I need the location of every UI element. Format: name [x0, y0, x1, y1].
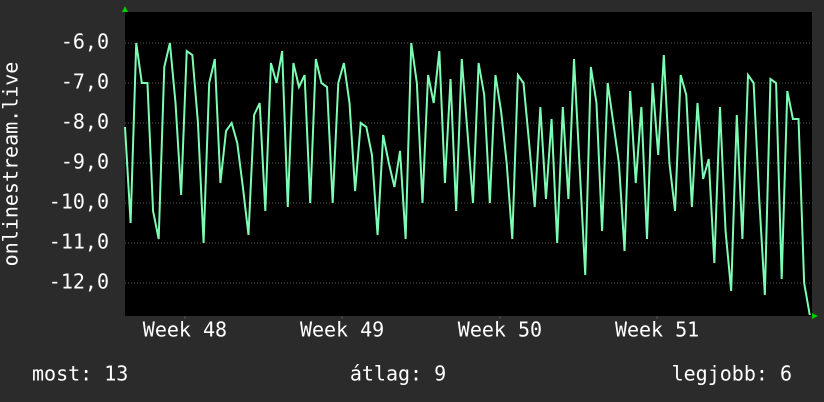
- y-tick-label: -11,0: [49, 230, 109, 254]
- y-tick-label: -7,0: [61, 70, 109, 94]
- x-tick-label: Week 48: [143, 318, 227, 342]
- data-line: [124, 42, 811, 316]
- y-tick-label: -6,0: [61, 30, 109, 54]
- footer-best: legjobb: 6: [672, 362, 792, 386]
- footer-current: most: 13: [32, 362, 128, 386]
- x-tick-label: Week 50: [458, 318, 542, 342]
- x-tick-label: Week 49: [300, 318, 384, 342]
- y-axis-label: onlinestream.live: [0, 62, 23, 267]
- x-tick-label: Week 51: [615, 318, 699, 342]
- footer-average: átlag: 9: [350, 362, 446, 386]
- y-tick-label: -9,0: [61, 150, 109, 174]
- y-tick-label: -10,0: [49, 190, 109, 214]
- y-tick-label: -12,0: [49, 270, 109, 294]
- y-tick-label: -8,0: [61, 110, 109, 134]
